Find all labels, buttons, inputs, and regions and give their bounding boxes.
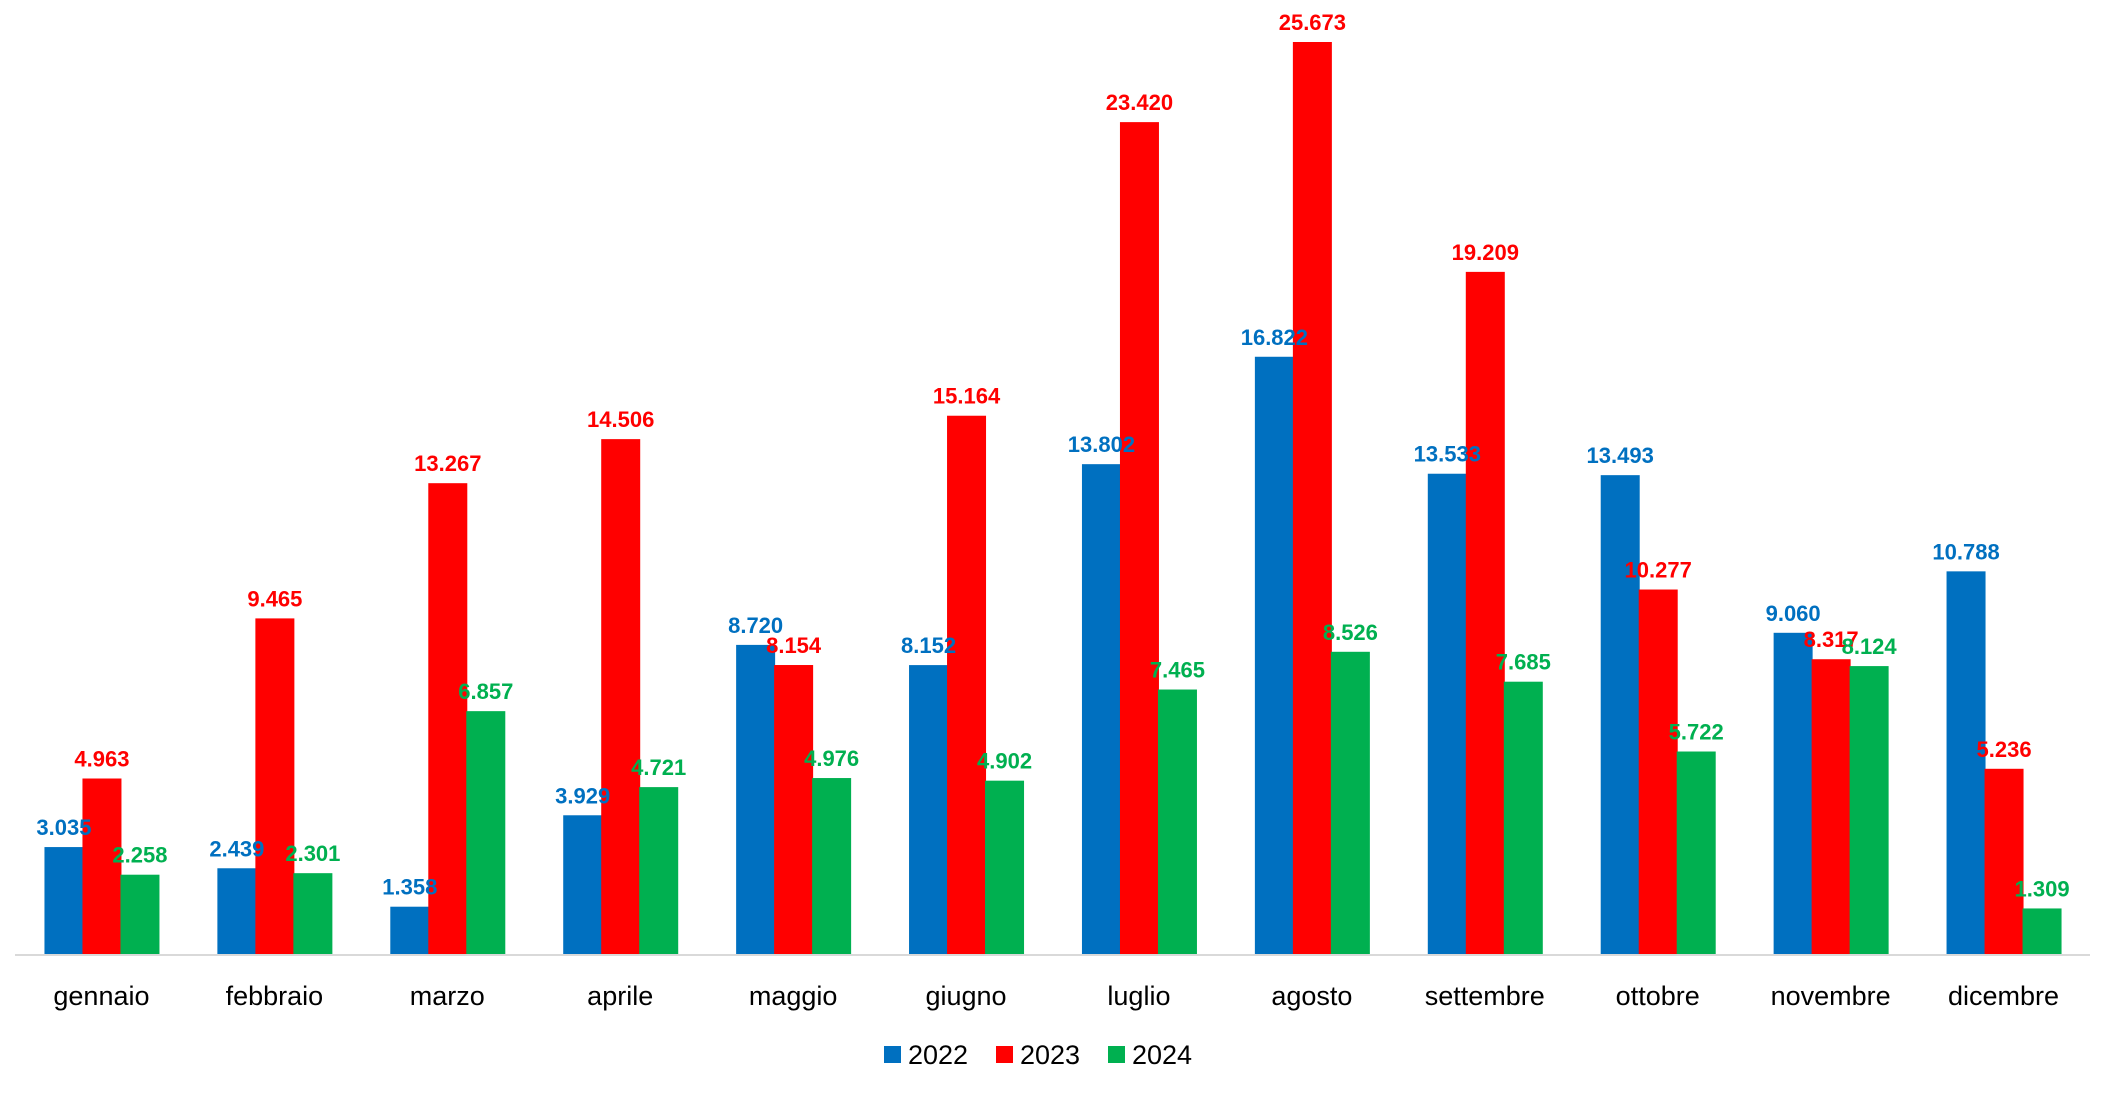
bar-2024-maggio <box>812 778 852 955</box>
x-tick-label-settembre: settembre <box>1425 981 1545 1011</box>
x-tick-label-maggio: maggio <box>749 981 838 1011</box>
data-label-2023-marzo: 13.267 <box>414 451 481 476</box>
bar-2022-luglio <box>1081 464 1121 955</box>
bar-2024-ottobre <box>1676 751 1716 955</box>
data-label-2023-luglio: 23.420 <box>1106 90 1173 115</box>
data-label-2024-aprile: 4.721 <box>631 755 686 780</box>
bar-2024-dicembre <box>2022 908 2062 955</box>
bar-2023-novembre <box>1811 659 1851 955</box>
bar-2024-agosto <box>1330 651 1370 955</box>
data-label-2023-settembre: 19.209 <box>1452 240 1519 265</box>
data-label-2022-agosto: 16.822 <box>1241 325 1308 350</box>
data-label-2024-febbraio: 2.301 <box>285 841 340 866</box>
bar-2024-luglio <box>1157 689 1197 955</box>
data-label-2023-aprile: 14.506 <box>587 407 654 432</box>
x-tick-label-agosto: agosto <box>1271 981 1352 1011</box>
bar-2023-aprile <box>601 439 641 955</box>
data-label-2023-novembre: 8.317 <box>1804 627 1859 652</box>
x-tick-label-aprile: aprile <box>587 981 653 1011</box>
bar-2023-giugno <box>947 415 987 956</box>
bar-2022-febbraio <box>217 868 257 955</box>
x-tick-label-gennaio: gennaio <box>53 981 149 1011</box>
bar-2022-ottobre <box>1600 475 1640 955</box>
legend-label-2024: 2024 <box>1132 1040 1192 1070</box>
data-label-2022-novembre: 9.060 <box>1766 601 1821 626</box>
x-tick-label-ottobre: ottobre <box>1616 981 1700 1011</box>
bar-2022-giugno <box>909 665 949 955</box>
bar-2022-maggio <box>736 644 776 955</box>
bar-2023-febbraio <box>255 618 295 955</box>
bars-layer <box>44 42 2062 956</box>
bar-2022-gennaio <box>44 847 84 955</box>
data-label-2024-maggio: 4.976 <box>804 746 859 771</box>
legend-swatch-2023 <box>996 1046 1013 1063</box>
data-label-2022-marzo: 1.358 <box>382 875 437 900</box>
data-label-2023-ottobre: 10.277 <box>1625 558 1692 583</box>
data-label-2023-agosto: 25.673 <box>1279 10 1346 35</box>
bar-2024-marzo <box>466 711 506 955</box>
data-label-2022-gennaio: 3.035 <box>36 815 91 840</box>
data-label-2022-febbraio: 2.439 <box>209 836 264 861</box>
data-label-2022-ottobre: 13.493 <box>1587 443 1654 468</box>
data-label-2024-ottobre: 5.722 <box>1669 720 1724 745</box>
data-label-2022-aprile: 3.929 <box>555 783 610 808</box>
data-label-2023-dicembre: 5.236 <box>1977 737 2032 762</box>
data-labels-layer: 3.035 4.963 2.258 2.439 9.465 2.301 1.358 13.26… <box>36 10 2069 901</box>
bar-2023-maggio <box>774 665 814 955</box>
data-label-2022-settembre: 13.533 <box>1414 442 1481 467</box>
data-label-2024-marzo: 6.857 <box>458 679 513 704</box>
bar-2024-giugno <box>985 780 1025 955</box>
data-label-2022-giugno: 8.152 <box>901 633 956 658</box>
bar-2023-ottobre <box>1638 589 1678 955</box>
x-tick-label-giugno: giugno <box>925 981 1006 1011</box>
bar-2023-agosto <box>1292 42 1332 955</box>
data-label-2022-luglio: 13.802 <box>1068 432 1135 457</box>
legend-label-2023: 2023 <box>1020 1040 1080 1070</box>
bar-2022-novembre <box>1773 632 1813 955</box>
x-tick-label-novembre: novembre <box>1771 981 1891 1011</box>
data-label-2024-novembre: 8.124 <box>1842 634 1898 659</box>
data-label-2024-giugno: 4.902 <box>977 749 1032 774</box>
data-label-2024-dicembre: 1.309 <box>2015 876 2070 901</box>
x-tick-label-febbraio: febbraio <box>226 981 324 1011</box>
bar-2022-agosto <box>1254 356 1294 956</box>
data-label-2023-maggio: 8.154 <box>766 633 822 658</box>
data-label-2022-dicembre: 10.788 <box>1932 539 1999 564</box>
data-label-2023-giugno: 15.164 <box>933 384 1001 409</box>
x-tick-label-luglio: luglio <box>1107 981 1170 1011</box>
data-label-2024-settembre: 7.685 <box>1496 650 1551 675</box>
bar-2023-luglio <box>1119 122 1159 955</box>
bar-2024-settembre <box>1503 681 1543 955</box>
bar-2023-dicembre <box>1984 768 2024 955</box>
bar-2024-gennaio <box>120 874 160 955</box>
bar-2022-marzo <box>390 906 430 955</box>
data-label-2024-luglio: 7.465 <box>1150 658 1205 683</box>
bar-2023-marzo <box>428 483 468 955</box>
x-tick-label-marzo: marzo <box>410 981 485 1011</box>
legend-swatch-2022 <box>884 1046 901 1063</box>
bar-2024-novembre <box>1849 666 1889 955</box>
bar-2024-febbraio <box>293 873 333 955</box>
bar-2023-gennaio <box>82 778 122 955</box>
data-label-2022-maggio: 8.720 <box>728 613 783 638</box>
bar-2023-settembre <box>1465 271 1505 956</box>
data-label-2024-agosto: 8.526 <box>1323 620 1378 645</box>
data-label-2024-gennaio: 2.258 <box>112 843 167 868</box>
legend: 2022 2023 2024 <box>884 1040 1192 1070</box>
legend-swatch-2024 <box>1108 1046 1125 1063</box>
bar-2022-settembre <box>1427 473 1467 955</box>
data-label-2023-gennaio: 4.963 <box>74 747 129 772</box>
bar-2024-aprile <box>639 787 679 955</box>
bar-2022-aprile <box>563 815 603 955</box>
x-tick-label-dicembre: dicembre <box>1948 981 2059 1011</box>
legend-label-2022: 2022 <box>908 1040 968 1070</box>
x-tick-labels-layer: gennaio febbraio marzo aprile maggio giugno lu… <box>53 981 2059 1011</box>
data-label-2023-febbraio: 9.465 <box>247 586 302 611</box>
bar-2022-dicembre <box>1946 571 1986 955</box>
